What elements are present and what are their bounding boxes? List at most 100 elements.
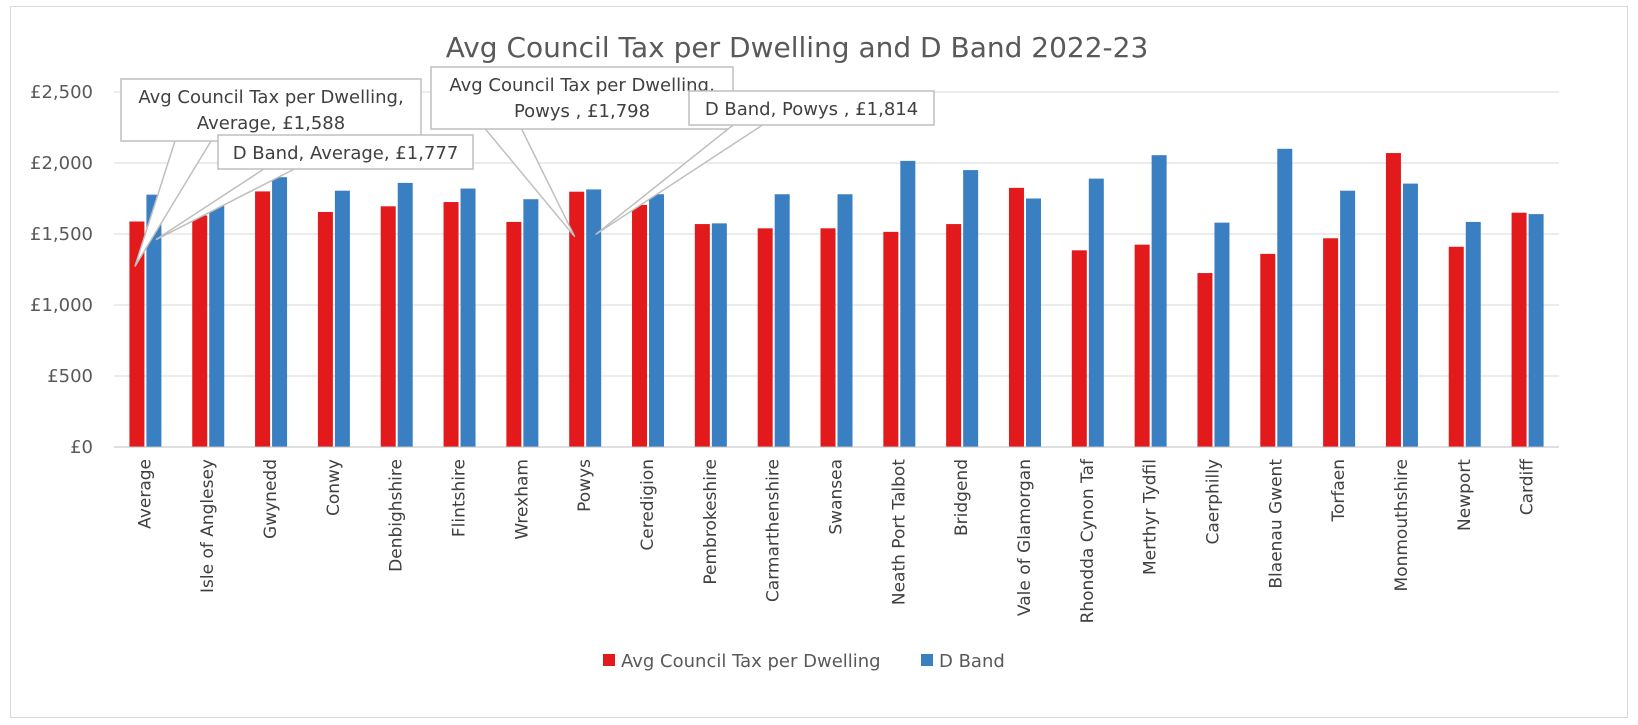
callout-pointer [595, 124, 763, 236]
bar-avg [1134, 244, 1150, 447]
legend-label: D Band [939, 651, 1005, 672]
bar-avg [1448, 246, 1464, 447]
x-tick-label: Bridgend [952, 459, 972, 536]
bar-avg [192, 215, 208, 447]
bar-avg [443, 202, 459, 447]
bar-chart: Avg Council Tax per Dwelling and D Band … [30, 31, 1559, 672]
bar-avg [883, 231, 899, 447]
bar-dband [397, 182, 413, 447]
x-tick-label: Neath Port Talbot [889, 459, 909, 605]
bar-dband [460, 188, 476, 447]
bar-dband [523, 199, 539, 447]
bar-dband [586, 189, 602, 448]
bar-avg [569, 191, 585, 447]
legend-item: Avg Council Tax per Dwelling [603, 651, 881, 672]
bar-avg [757, 228, 773, 447]
x-tick-label: Cardiff [1518, 458, 1538, 515]
bar-avg [1323, 238, 1339, 447]
bar-dband [1214, 222, 1230, 447]
legend-label: Avg Council Tax per Dwelling [621, 651, 881, 672]
bar-avg [129, 221, 145, 447]
callouts: Avg Council Tax per Dwelling, Average, £1… [120, 66, 935, 267]
bar-avg [1071, 250, 1087, 447]
bar-avg [820, 228, 836, 447]
callout-label: Avg Council Tax per Dwelling, [449, 75, 714, 96]
callout: Avg Council Tax per Dwelling, Average, £1… [120, 78, 422, 267]
bar-dband [334, 190, 350, 447]
x-tick-label: Isle of Anglesey [198, 459, 218, 593]
x-tick-label: Monmouthshire [1392, 459, 1412, 591]
x-tick-label: Torfaen [1329, 459, 1349, 523]
bar-dband [146, 194, 162, 447]
x-tick-label: Rhondda Cynon Taf [1078, 458, 1098, 623]
bar-dband [649, 194, 665, 447]
bar-dband [963, 170, 979, 447]
bar-dband [272, 177, 288, 447]
bar-dband [1402, 183, 1418, 447]
bar-avg [1197, 273, 1213, 447]
x-tick-label: Pembrokeshire [701, 459, 721, 585]
bar-dband [1465, 221, 1481, 447]
bar-avg [694, 224, 710, 447]
callout-label: Avg Council Tax per Dwelling, [138, 87, 403, 108]
y-tick-label: £2,000 [30, 153, 93, 174]
x-tick-label: Average [135, 459, 155, 529]
bars [129, 148, 1544, 448]
x-tick-label: Newport [1455, 459, 1475, 531]
bar-dband [1340, 190, 1356, 447]
bar-dband [711, 223, 727, 447]
bar-dband [1151, 155, 1167, 447]
legend: Avg Council Tax per Dwelling D Band [603, 651, 1005, 672]
legend-item: D Band [921, 651, 1005, 672]
x-tick-label: Merthyr Tydfil [1141, 459, 1161, 575]
y-tick-label: £2,500 [30, 82, 93, 103]
bar-avg [1260, 253, 1276, 447]
bar-dband [1088, 178, 1104, 447]
bar-dband [774, 194, 790, 447]
x-tick-label: Wrexham [512, 459, 532, 540]
x-tick-label: Blaenau Gwent [1266, 459, 1286, 589]
chart-area: Avg Council Tax per Dwelling and D Band … [10, 6, 1628, 718]
bar-avg [1008, 187, 1024, 447]
x-tick-label: Vale of Glamorgan [1015, 459, 1035, 616]
callout-pointer [155, 168, 295, 241]
y-tick-label: £1,500 [30, 224, 93, 245]
bar-dband [837, 194, 853, 447]
bar-avg [946, 224, 962, 447]
callout-box [120, 78, 422, 142]
bar-avg [255, 191, 271, 447]
bar-avg [380, 206, 396, 447]
bar-avg [1385, 153, 1401, 447]
callout-label: Average, £1,588 [197, 113, 345, 134]
bar-dband [1528, 214, 1544, 447]
bar-avg [1511, 212, 1527, 447]
legend-swatch [921, 654, 933, 666]
callout-label: D Band, Average, £1,777 [233, 143, 459, 164]
callout: D Band, Powys , £1,814 [595, 90, 935, 236]
x-tick-label: Carmarthenshire [764, 459, 784, 602]
callout: D Band, Average, £1,777 [155, 134, 474, 241]
bar-avg [632, 204, 648, 447]
bar-dband [209, 203, 225, 447]
callout: Avg Council Tax per Dwelling, Powys , £1,… [430, 66, 734, 238]
x-tick-label: Swansea [827, 459, 847, 535]
x-tick-label: Conwy [324, 459, 344, 516]
callout-pointer [484, 128, 576, 238]
legend-swatch [603, 654, 615, 666]
callout-pointer [134, 140, 212, 267]
x-tick-label: Flintshire [450, 459, 470, 537]
bar-dband [1025, 198, 1041, 447]
x-tick-label: Gwynedd [261, 459, 281, 539]
y-tick-label: £1,000 [30, 295, 93, 316]
x-tick-label: Powys [575, 459, 595, 512]
callout-label: D Band, Powys , £1,814 [705, 99, 918, 120]
callout-box [217, 134, 474, 170]
x-axis-labels: Average Isle of Anglesey Gwynedd Conwy Denbi… [135, 458, 1537, 624]
x-tick-label: Denbighshire [387, 459, 407, 572]
x-tick-label: Caerphilly [1203, 459, 1223, 545]
bar-avg [317, 211, 333, 447]
callout-label: Powys , £1,798 [514, 101, 650, 122]
y-axis-ticks: £0 £500 £1,000 £1,500 £2,000 £2,500 [30, 82, 93, 458]
y-tick-label: £500 [47, 366, 93, 387]
y-tick-label: £0 [70, 437, 93, 458]
